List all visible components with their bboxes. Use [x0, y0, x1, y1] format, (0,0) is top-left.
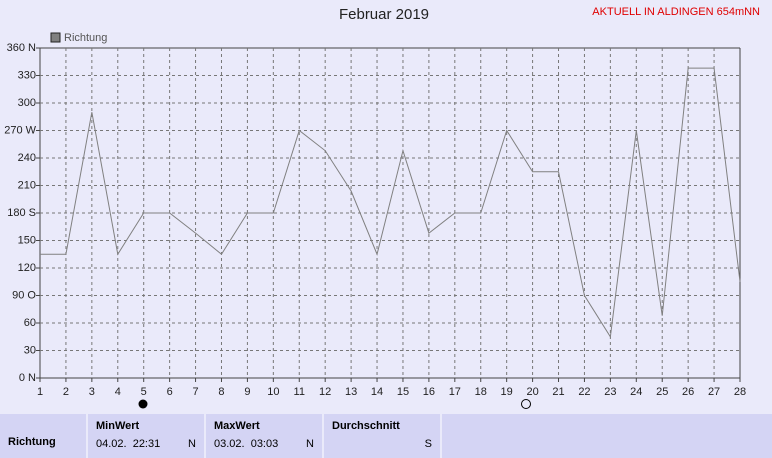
x-tick-label: 21 [552, 386, 564, 398]
x-tick-label: 6 [167, 386, 173, 398]
x-tick-label: 19 [501, 386, 513, 398]
x-tick-label: 17 [449, 386, 461, 398]
x-tick-label: 28 [734, 386, 746, 398]
y-tick-label: 270 W [4, 124, 36, 136]
x-tick-label: 13 [345, 386, 357, 398]
x-tick-label: 27 [708, 386, 720, 398]
legend-label: Richtung [64, 32, 107, 44]
x-tick-label: 23 [604, 386, 616, 398]
new-moon-icon [521, 399, 531, 409]
x-tick-label: 5 [141, 386, 147, 398]
x-tick-label: 12 [319, 386, 331, 398]
dir: S [424, 438, 432, 450]
x-tick-label: 24 [630, 386, 642, 398]
header: MaxWert [214, 420, 260, 432]
time: 04.02. 22:31 [96, 438, 161, 450]
x-tick-label: 14 [371, 386, 383, 398]
max-cell: MaxWert 03.02. 03:03 N [206, 414, 322, 458]
y-tick-label: 150 [18, 234, 36, 246]
y-tick-label: 60 [24, 317, 36, 329]
full-moon-icon [138, 399, 148, 409]
y-tick-label: 210 [18, 179, 36, 191]
x-tick-label: 10 [267, 386, 279, 398]
chart: Februar 2019 AKTUELL IN ALDINGEN 654mNN … [4, 6, 760, 409]
x-tick-label: 2 [63, 386, 69, 398]
x-tick-label: 22 [578, 386, 590, 398]
y-tick-label: 180 S [7, 207, 36, 219]
empty-cell [442, 414, 772, 458]
x-tick-label: 9 [244, 386, 250, 398]
x-tick-label: 7 [192, 386, 198, 398]
legend-swatch [50, 32, 61, 43]
row-label: Richtung [8, 436, 56, 448]
avg-cell: Durchschnitt S [324, 414, 440, 458]
header: Durchschnitt [332, 420, 400, 432]
x-tick-label: 3 [89, 386, 95, 398]
min-cell: MinWert 04.02. 22:31 N [88, 414, 204, 458]
x-tick-label: 26 [682, 386, 694, 398]
y-tick-label: 120 [18, 262, 36, 274]
y-tick-label: 0 N [19, 372, 36, 384]
x-tick-label: 11 [294, 386, 305, 398]
x-tick-label: 1 [37, 386, 43, 398]
y-tick-label: 30 [24, 344, 36, 356]
row-label-cell: Richtung [0, 414, 86, 458]
x-tick-label: 4 [115, 386, 121, 398]
y-tick-label: 90 O [12, 289, 36, 301]
x-tick-label: 16 [423, 386, 435, 398]
y-tick-label: 330 [18, 69, 36, 81]
x-tick-label: 15 [397, 386, 409, 398]
y-tick-label: 360 N [7, 42, 36, 54]
dir: N [188, 438, 196, 450]
data-line [40, 67, 741, 339]
x-tick-label: 25 [656, 386, 668, 398]
x-tick-label: 8 [218, 386, 224, 398]
annotation: AKTUELL IN ALDINGEN 654mNN [592, 6, 760, 18]
header: MinWert [96, 420, 140, 432]
x-tick-label: 20 [526, 386, 538, 398]
y-tick-label: 300 [18, 97, 36, 109]
y-tick-label: 240 [18, 152, 36, 164]
dir: N [306, 438, 314, 450]
chart-title: Februar 2019 [339, 6, 429, 23]
time: 03.02. 03:03 [214, 438, 279, 450]
x-tick-label: 18 [475, 386, 487, 398]
